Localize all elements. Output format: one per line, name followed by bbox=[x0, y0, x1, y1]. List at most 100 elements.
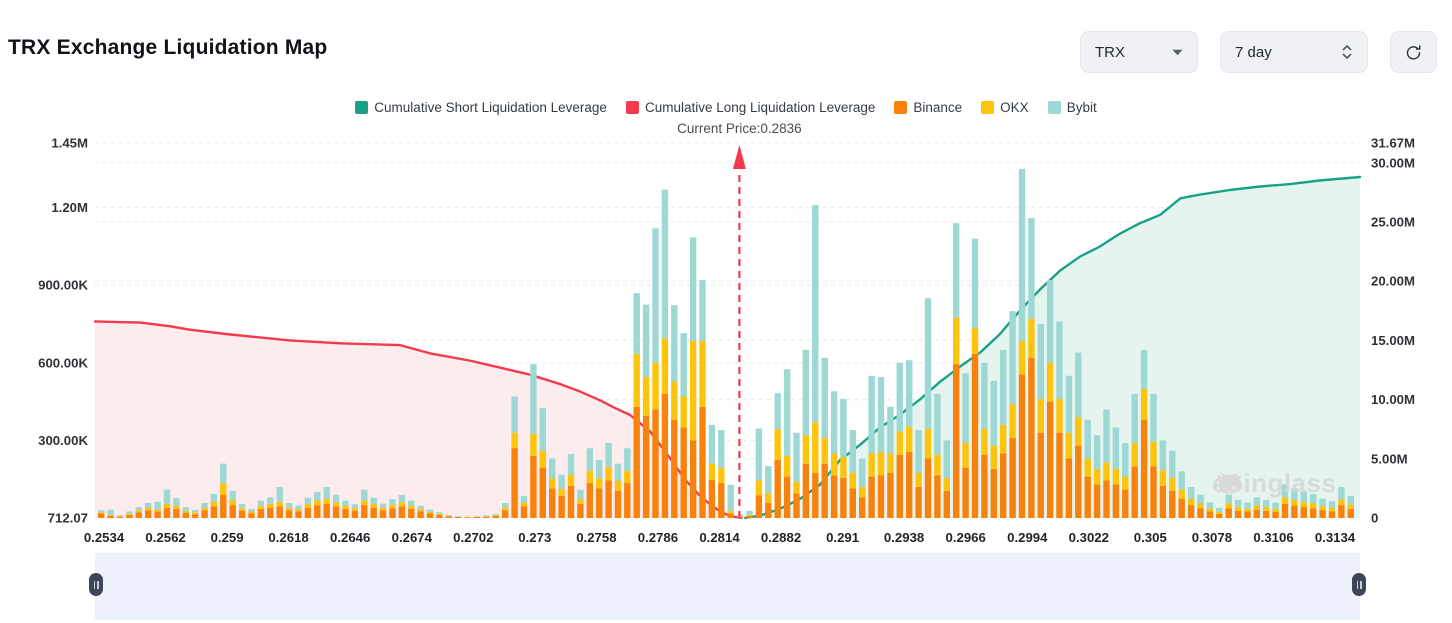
bar[interactable] bbox=[605, 443, 612, 518]
bar[interactable] bbox=[1338, 487, 1345, 518]
bar[interactable] bbox=[934, 393, 941, 518]
bar[interactable] bbox=[520, 496, 528, 518]
bar[interactable] bbox=[981, 362, 988, 518]
bar[interactable] bbox=[774, 393, 781, 518]
range-slider[interactable] bbox=[89, 553, 1366, 620]
bar[interactable] bbox=[953, 223, 960, 518]
bar[interactable] bbox=[1310, 494, 1317, 518]
bar[interactable] bbox=[370, 497, 377, 518]
bar[interactable] bbox=[1272, 502, 1279, 519]
bar[interactable] bbox=[906, 360, 913, 518]
period-select[interactable]: 7 day bbox=[1220, 31, 1368, 73]
bar[interactable] bbox=[1347, 495, 1354, 518]
legend-item[interactable]: Binance bbox=[894, 100, 962, 115]
bar[interactable] bbox=[1065, 375, 1073, 518]
bar[interactable] bbox=[915, 430, 922, 518]
bar[interactable] bbox=[1244, 502, 1251, 519]
bar[interactable] bbox=[163, 489, 171, 518]
symbol-select[interactable]: TRX bbox=[1080, 31, 1198, 73]
bar[interactable] bbox=[1169, 450, 1176, 518]
bar[interactable] bbox=[896, 362, 903, 518]
bar[interactable] bbox=[783, 369, 791, 518]
bar[interactable] bbox=[511, 396, 518, 518]
bar[interactable] bbox=[830, 391, 838, 518]
liquidation-chart[interactable]: 1.45M 1.20M 900.00K 600.00K 300.00K 712.07 31.… bbox=[0, 0, 1452, 553]
bar[interactable] bbox=[107, 509, 114, 518]
bar[interactable] bbox=[1056, 321, 1063, 518]
bar[interactable] bbox=[877, 377, 885, 518]
bar[interactable] bbox=[389, 499, 396, 518]
bar[interactable] bbox=[1103, 409, 1110, 518]
bar[interactable] bbox=[821, 357, 828, 518]
bar[interactable] bbox=[1131, 393, 1138, 518]
bar[interactable] bbox=[1206, 502, 1214, 519]
bar[interactable] bbox=[718, 430, 725, 518]
bar[interactable] bbox=[671, 305, 678, 518]
bar[interactable] bbox=[116, 515, 124, 518]
bars-group[interactable] bbox=[98, 168, 1354, 519]
bar[interactable] bbox=[483, 515, 490, 518]
bar[interactable] bbox=[1150, 393, 1157, 518]
bar[interactable] bbox=[990, 380, 997, 518]
bar[interactable] bbox=[1046, 280, 1054, 518]
bar[interactable] bbox=[173, 498, 180, 518]
bar[interactable] bbox=[765, 466, 772, 518]
bar[interactable] bbox=[426, 509, 434, 519]
bar[interactable] bbox=[192, 510, 199, 518]
bar[interactable] bbox=[868, 375, 875, 518]
bar[interactable] bbox=[154, 501, 161, 518]
bar[interactable] bbox=[502, 503, 509, 518]
bar[interactable] bbox=[1263, 499, 1270, 518]
bar[interactable] bbox=[1159, 440, 1167, 518]
bar[interactable] bbox=[727, 484, 734, 518]
bar[interactable] bbox=[1178, 471, 1185, 518]
chart-area[interactable]: 1.45M 1.20M 900.00K 600.00K 300.00K 712.07 31.… bbox=[0, 0, 1452, 553]
bar[interactable] bbox=[1291, 488, 1298, 518]
bar[interactable] bbox=[558, 474, 565, 518]
bar[interactable] bbox=[1037, 324, 1044, 518]
bar[interactable] bbox=[1216, 507, 1223, 518]
bar[interactable] bbox=[539, 408, 546, 518]
bar[interactable] bbox=[661, 189, 669, 518]
bar[interactable] bbox=[285, 503, 293, 518]
bar[interactable] bbox=[257, 500, 265, 518]
bar[interactable] bbox=[887, 406, 894, 518]
bar[interactable] bbox=[145, 503, 152, 518]
bar[interactable] bbox=[361, 489, 368, 518]
bar[interactable] bbox=[220, 463, 227, 518]
bar[interactable] bbox=[802, 349, 810, 518]
bar[interactable] bbox=[1112, 427, 1120, 519]
bar[interactable] bbox=[971, 238, 979, 518]
bar[interactable] bbox=[962, 373, 969, 518]
bar[interactable] bbox=[1122, 443, 1129, 518]
bar[interactable] bbox=[445, 515, 452, 518]
bar[interactable] bbox=[624, 448, 631, 518]
bar[interactable] bbox=[295, 505, 302, 518]
bar[interactable] bbox=[276, 487, 283, 518]
bar[interactable] bbox=[304, 497, 312, 518]
bar[interactable] bbox=[1018, 168, 1026, 518]
bar[interactable] bbox=[408, 500, 415, 518]
bar[interactable] bbox=[1028, 218, 1035, 518]
bar[interactable] bbox=[267, 497, 274, 518]
bar[interactable] bbox=[464, 516, 471, 518]
bar[interactable] bbox=[746, 510, 753, 518]
bar[interactable] bbox=[201, 503, 208, 518]
bar[interactable] bbox=[1225, 494, 1232, 518]
bar[interactable] bbox=[323, 487, 330, 518]
bar[interactable] bbox=[689, 237, 697, 518]
bar[interactable] bbox=[708, 424, 716, 518]
bar[interactable] bbox=[755, 428, 763, 519]
refresh-button[interactable] bbox=[1390, 31, 1437, 73]
bar[interactable] bbox=[859, 458, 866, 519]
bar[interactable] bbox=[182, 507, 189, 518]
bar[interactable] bbox=[1084, 419, 1091, 518]
bar[interactable] bbox=[577, 489, 584, 518]
bar[interactable] bbox=[473, 516, 481, 518]
bar[interactable] bbox=[1009, 311, 1016, 518]
bar[interactable] bbox=[332, 494, 340, 518]
bar[interactable] bbox=[436, 512, 443, 518]
bar[interactable] bbox=[586, 448, 593, 518]
bar[interactable] bbox=[793, 432, 800, 518]
bar[interactable] bbox=[351, 504, 359, 518]
